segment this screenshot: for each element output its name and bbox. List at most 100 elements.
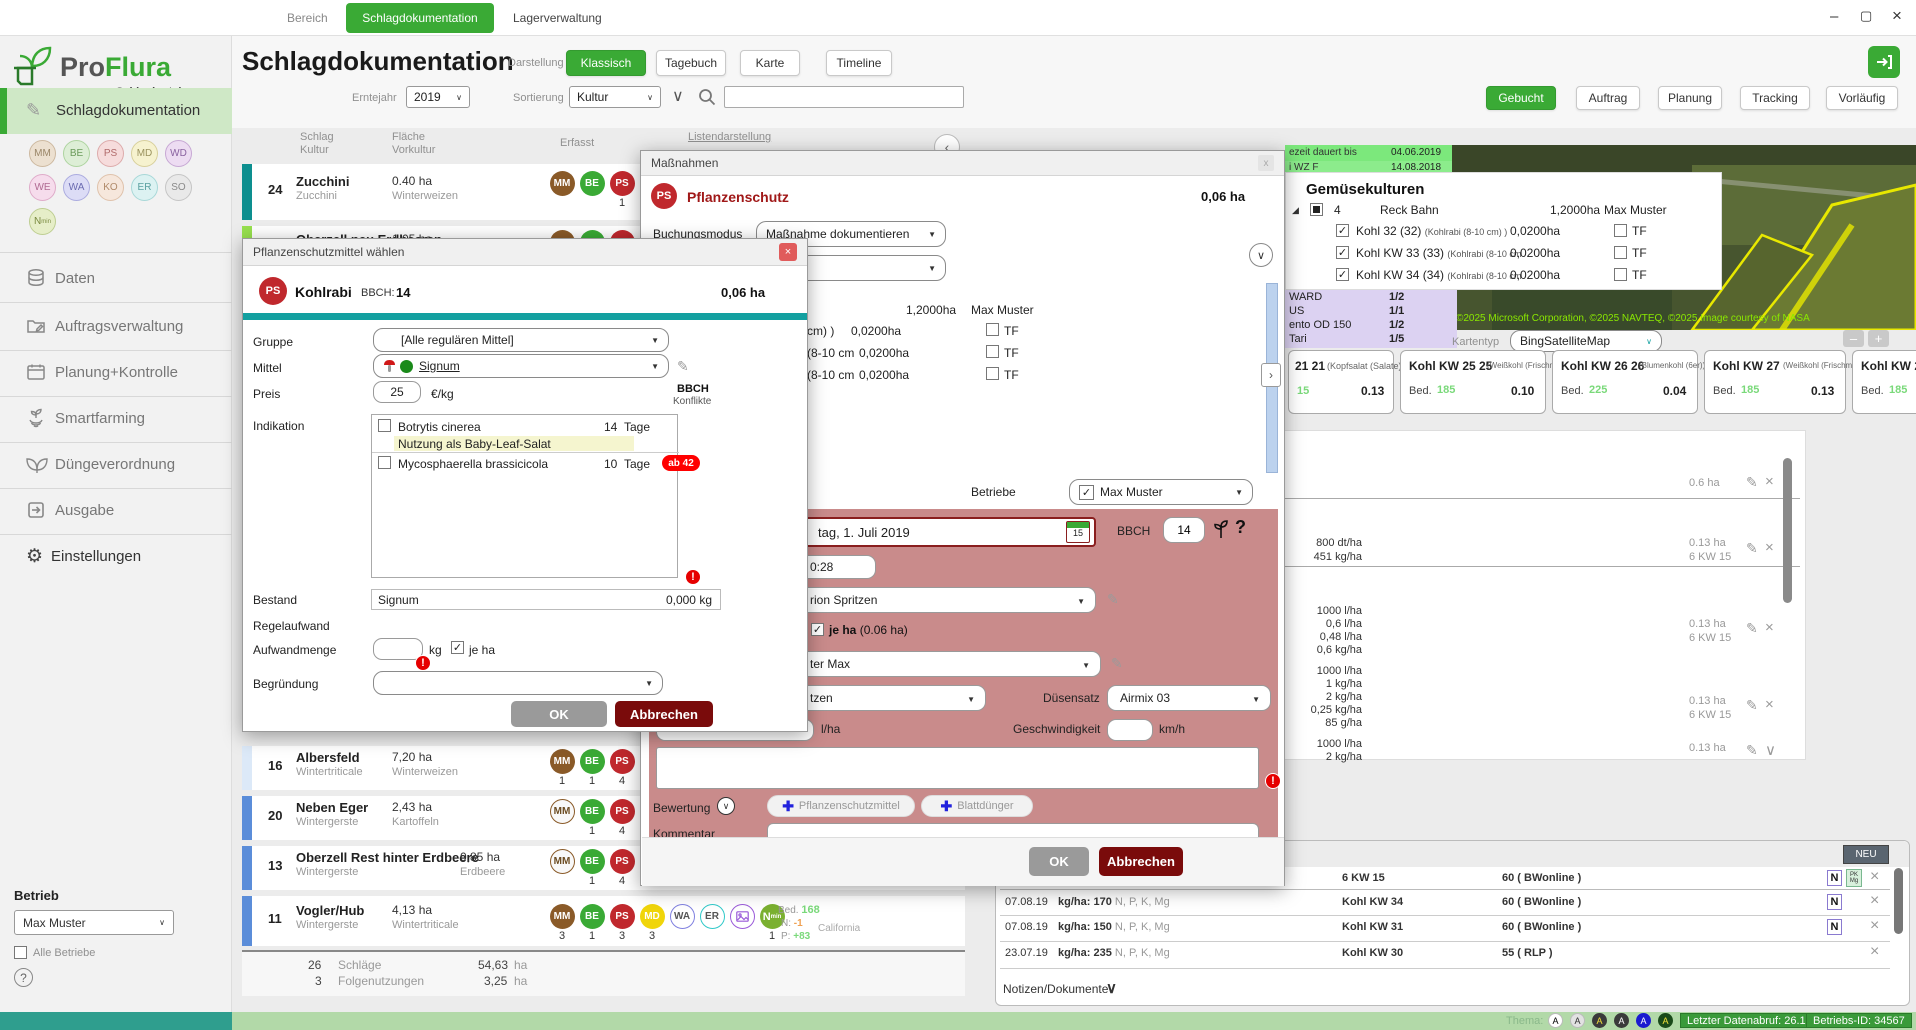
view-button-timeline[interactable]: Timeline <box>826 50 892 76</box>
culture-card[interactable]: Kohl KW 26 26 (Blumenkohl (6er)) Bed. 22… <box>1552 350 1705 414</box>
tree-item-label[interactable]: Kohl 32 (32) (Kohlrabi (8-10 cm) ) <box>1356 224 1508 238</box>
tf-checkbox[interactable] <box>1614 246 1627 259</box>
jeha-checkbox[interactable]: ✓ <box>451 641 464 654</box>
delete-icon[interactable]: × <box>1765 539 1774 556</box>
alle-betriebe-checkbox[interactable] <box>14 946 27 959</box>
filter-button-planung[interactable]: Planung <box>1658 86 1722 110</box>
logout-icon[interactable] <box>1868 46 1900 78</box>
bewertung-expand-icon[interactable]: ∨ <box>717 797 735 815</box>
md-icon[interactable]: MD <box>639 904 665 929</box>
tab-schlagdokumentation[interactable]: Schlagdokumentation <box>346 3 494 33</box>
edit-icon[interactable]: ✎ <box>1111 655 1123 671</box>
ok-button[interactable]: OK <box>511 701 607 727</box>
theme-swatch[interactable]: A <box>1570 1013 1585 1028</box>
close-icon[interactable]: x <box>1258 155 1274 171</box>
delete-icon[interactable]: × <box>1870 917 1880 934</box>
crop-badge-so[interactable]: SO <box>165 174 192 201</box>
be-icon[interactable]: BE <box>579 904 605 929</box>
close-icon[interactable]: × <box>779 243 797 261</box>
begruendung-select[interactable]: ▼ <box>373 671 663 695</box>
edit-icon[interactable]: ✎ <box>677 358 689 374</box>
map-zoom-out-button[interactable]: – <box>1843 330 1864 347</box>
edit-icon[interactable]: ✎ <box>1746 620 1758 636</box>
bestand-field[interactable]: Signum 0,000 kg <box>371 589 721 610</box>
mm-outline-icon[interactable]: MM <box>549 849 575 874</box>
sidebar-item-daten[interactable]: Daten <box>26 264 95 292</box>
indication-checkbox[interactable] <box>378 456 391 469</box>
crop-badge-mm[interactable]: MM <box>29 140 56 167</box>
ps-icon[interactable]: PS <box>609 799 635 824</box>
tab-bereich[interactable]: Bereich <box>287 11 328 25</box>
culture-card[interactable]: Kohl KW 25 25 (Weißkohl (Frischmarkt)) B… <box>1400 350 1575 414</box>
erntejahr-select[interactable]: 2019 ∨ <box>406 86 470 108</box>
ps-icon[interactable]: PS <box>609 849 635 874</box>
expand-right-button[interactable]: › <box>1261 363 1281 387</box>
ps-icon[interactable]: PS <box>609 749 635 774</box>
duesensatz-select[interactable]: Airmix 03 ▼ <box>1107 685 1271 711</box>
pkmg-icon[interactable]: PK Mg <box>1846 869 1862 887</box>
sidebar-item-ausgabe[interactable]: Ausgabe <box>26 496 114 524</box>
jeha-checkbox[interactable]: ✓ <box>811 623 824 636</box>
ok-button[interactable]: OK <box>1029 847 1089 876</box>
indication-checkbox[interactable] <box>378 419 391 432</box>
mm-icon[interactable]: MM <box>549 904 575 929</box>
search-icon[interactable] <box>698 88 716 106</box>
tf-checkbox[interactable] <box>986 323 999 336</box>
n-icon[interactable]: N <box>1827 894 1842 910</box>
column-header-vorkultur[interactable]: Vorkultur <box>392 144 436 156</box>
crop-badge-wd[interactable]: WD <box>165 140 192 167</box>
wa-icon[interactable]: WA <box>669 904 695 929</box>
tf-checkbox[interactable] <box>986 367 999 380</box>
kartentyp-select[interactable]: BingSatelliteMap ∨ <box>1510 330 1662 352</box>
tree-item-checkbox[interactable]: ✓ <box>1336 246 1349 259</box>
dialog-title-bar[interactable]: Pflanzenschutzmittel wählen × <box>243 239 807 266</box>
crop-badge-we[interactable]: WE <box>29 174 56 201</box>
add-blattduenger-button[interactable]: ✚ Blattdünger <box>921 795 1033 817</box>
be-icon[interactable]: BE <box>579 849 605 874</box>
window-maximize-button[interactable]: ▢ <box>1860 8 1873 23</box>
crop-badge-ps[interactable]: PS <box>97 140 124 167</box>
theme-swatch[interactable]: A <box>1592 1013 1607 1028</box>
tab-lagerverwaltung[interactable]: Lagerverwaltung <box>513 11 602 25</box>
scrollbar-thumb[interactable] <box>1894 868 1903 934</box>
column-header-schlag[interactable]: Schlag <box>300 131 334 143</box>
indikation-listbox[interactable]: Botrytis cinerea 14 Tage Nutzung als Bab… <box>371 414 700 578</box>
sidebar-item-planung-kontrolle[interactable]: Planung+Kontrolle <box>26 358 178 386</box>
crop-badge-md[interactable]: MD <box>131 140 158 167</box>
betriebe-select[interactable]: ✓ Max Muster ▼ <box>1069 479 1253 505</box>
column-header-erfasst[interactable]: Erfasst <box>560 137 595 149</box>
cancel-button[interactable]: Abbrechen <box>1099 847 1183 876</box>
calendar-icon[interactable]: 15 <box>1066 521 1090 543</box>
filter-button-gebucht[interactable]: Gebucht <box>1486 86 1556 110</box>
mm-outline-icon[interactable]: MM <box>549 799 575 824</box>
sidebar-item-einstellungen[interactable]: ⚙ Einstellungen <box>26 542 141 570</box>
view-button-tagebuch[interactable]: Tagebuch <box>656 50 726 76</box>
scroll-down-button[interactable]: ∨ <box>1249 243 1273 267</box>
help-button[interactable]: ? <box>14 968 33 987</box>
n-icon[interactable]: N <box>1827 919 1842 935</box>
crop-badge-ko[interactable]: KO <box>97 174 124 201</box>
edit-icon[interactable]: ✎ <box>1107 591 1119 607</box>
theme-swatch[interactable]: A <box>1548 1013 1563 1028</box>
table-row[interactable]: 11 Vogler/Hub Wintergerste 4,13 ha Winte… <box>242 896 965 946</box>
scrollbar-thumb[interactable] <box>1783 458 1792 603</box>
tree-expander-icon[interactable]: ◢ <box>1292 205 1299 215</box>
mm-icon[interactable]: MM <box>549 171 575 196</box>
delete-icon[interactable]: × <box>1765 696 1774 713</box>
aufwandmenge-input[interactable] <box>373 638 423 660</box>
sort-direction-icon[interactable]: ∨ <box>672 88 684 105</box>
theme-swatch[interactable]: A <box>1658 1013 1673 1028</box>
view-button-karte[interactable]: Karte <box>740 50 800 76</box>
ps-icon[interactable]: PS <box>609 171 635 196</box>
filter-button-vorlaeufig[interactable]: Vorläufig <box>1826 86 1898 110</box>
crop-badge-wa[interactable]: WA <box>63 174 90 201</box>
ps-icon[interactable]: PS <box>609 904 635 929</box>
culture-card[interactable]: Kohl KW 27 (Weißkohl (Frischmarkt)) Bed.… <box>1704 350 1871 414</box>
chevron-down-icon[interactable]: ∨ <box>1765 742 1776 759</box>
sidebar-item-smartfarming[interactable]: Smartfarming <box>26 404 145 432</box>
listendarstellung-link[interactable]: Listendarstellung <box>688 131 772 143</box>
geschwindigkeit-input[interactable] <box>1107 719 1153 741</box>
add-pflanzenschutzmittel-button[interactable]: ✚ Pflanzenschutzmittel <box>767 795 915 817</box>
delete-icon[interactable]: × <box>1870 892 1880 909</box>
